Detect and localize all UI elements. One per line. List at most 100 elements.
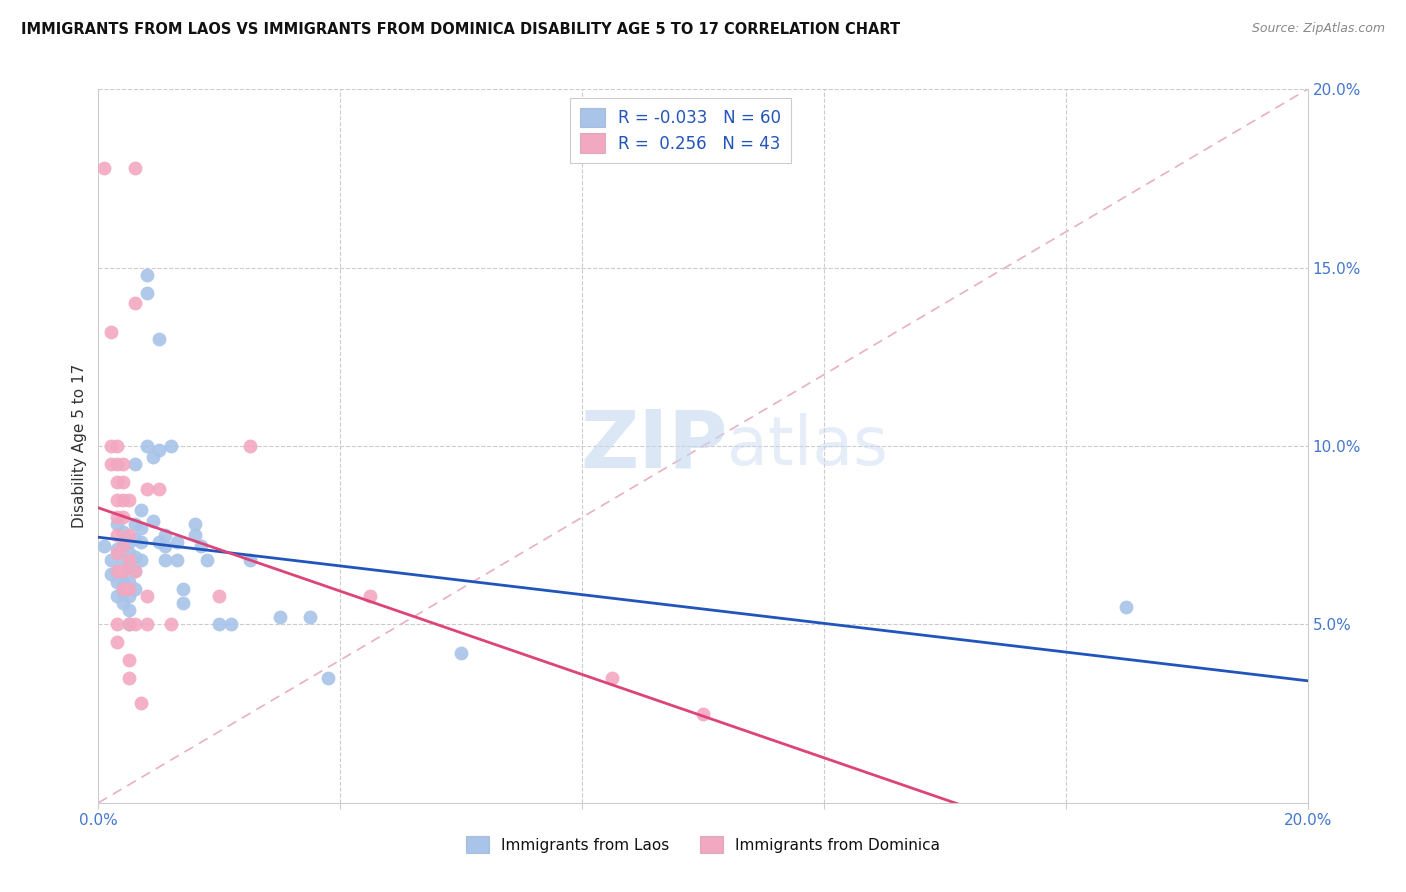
Point xyxy=(190,539,212,553)
Point xyxy=(1115,599,1137,614)
Point xyxy=(135,482,157,496)
Legend: Immigrants from Laos, Immigrants from Dominica: Immigrants from Laos, Immigrants from Do… xyxy=(460,830,946,859)
Point xyxy=(111,564,134,578)
Point xyxy=(142,450,165,464)
Point xyxy=(148,535,170,549)
Point xyxy=(316,671,339,685)
Point xyxy=(160,439,183,453)
Point xyxy=(129,553,152,567)
Point xyxy=(184,528,207,542)
Point xyxy=(105,542,128,557)
Point xyxy=(142,514,165,528)
Point xyxy=(105,457,128,471)
Point xyxy=(602,671,624,685)
Point xyxy=(360,589,382,603)
Point xyxy=(148,442,170,457)
Point xyxy=(118,653,141,667)
Point xyxy=(135,589,157,603)
Point xyxy=(100,325,122,339)
Point xyxy=(111,596,134,610)
Point xyxy=(124,161,146,175)
Point xyxy=(124,457,146,471)
Point xyxy=(124,564,146,578)
Point xyxy=(153,539,176,553)
Y-axis label: Disability Age 5 to 17: Disability Age 5 to 17 xyxy=(72,364,87,528)
Point xyxy=(299,610,322,624)
Point xyxy=(105,574,128,589)
Text: IMMIGRANTS FROM LAOS VS IMMIGRANTS FROM DOMINICA DISABILITY AGE 5 TO 17 CORRELAT: IMMIGRANTS FROM LAOS VS IMMIGRANTS FROM … xyxy=(21,22,900,37)
Point xyxy=(105,589,128,603)
Point xyxy=(111,492,134,507)
Point xyxy=(105,635,128,649)
Point xyxy=(129,535,152,549)
Point xyxy=(124,296,146,310)
Point xyxy=(111,574,134,589)
Point xyxy=(105,475,128,489)
Text: Source: ZipAtlas.com: Source: ZipAtlas.com xyxy=(1251,22,1385,36)
Point xyxy=(124,532,146,546)
Point xyxy=(135,268,157,282)
Point xyxy=(111,553,134,567)
Point xyxy=(111,585,134,599)
Point xyxy=(100,439,122,453)
Point xyxy=(100,567,122,582)
Point xyxy=(111,582,134,596)
Point xyxy=(124,564,146,578)
Point xyxy=(100,553,122,567)
Point xyxy=(135,617,157,632)
Point xyxy=(172,582,194,596)
Point xyxy=(160,617,183,632)
Point xyxy=(111,539,134,553)
Point xyxy=(111,539,134,553)
Point xyxy=(129,503,152,517)
Point xyxy=(105,439,128,453)
Point xyxy=(124,617,146,632)
Point xyxy=(105,517,128,532)
Point xyxy=(135,439,157,453)
Point xyxy=(118,535,141,549)
Point xyxy=(118,589,141,603)
Point xyxy=(111,510,134,524)
Point xyxy=(118,574,141,589)
Point xyxy=(166,553,188,567)
Point xyxy=(105,564,128,578)
Point xyxy=(195,553,218,567)
Point xyxy=(118,582,141,596)
Point xyxy=(129,521,152,535)
Text: atlas: atlas xyxy=(727,413,889,479)
Point xyxy=(105,528,128,542)
Point xyxy=(111,524,134,539)
Point xyxy=(118,528,141,542)
Point xyxy=(111,457,134,471)
Point xyxy=(105,492,128,507)
Point xyxy=(118,603,141,617)
Point xyxy=(208,589,231,603)
Point xyxy=(118,553,141,567)
Point xyxy=(93,539,115,553)
Point xyxy=(239,553,262,567)
Point xyxy=(135,285,157,300)
Point xyxy=(118,560,141,574)
Point xyxy=(166,535,188,549)
Point xyxy=(208,617,231,632)
Point xyxy=(118,492,141,507)
Point xyxy=(105,546,128,560)
Point xyxy=(118,617,141,632)
Point xyxy=(450,646,472,660)
Point xyxy=(172,596,194,610)
Point xyxy=(148,482,170,496)
Point xyxy=(124,549,146,564)
Point xyxy=(124,517,146,532)
Point xyxy=(100,457,122,471)
Point xyxy=(692,706,714,721)
Point xyxy=(111,475,134,489)
Point xyxy=(124,582,146,596)
Text: ZIP: ZIP xyxy=(579,407,727,485)
Point xyxy=(184,517,207,532)
Point xyxy=(239,439,262,453)
Point xyxy=(148,332,170,346)
Point xyxy=(118,546,141,560)
Point xyxy=(105,617,128,632)
Point xyxy=(129,696,152,710)
Point xyxy=(111,564,134,578)
